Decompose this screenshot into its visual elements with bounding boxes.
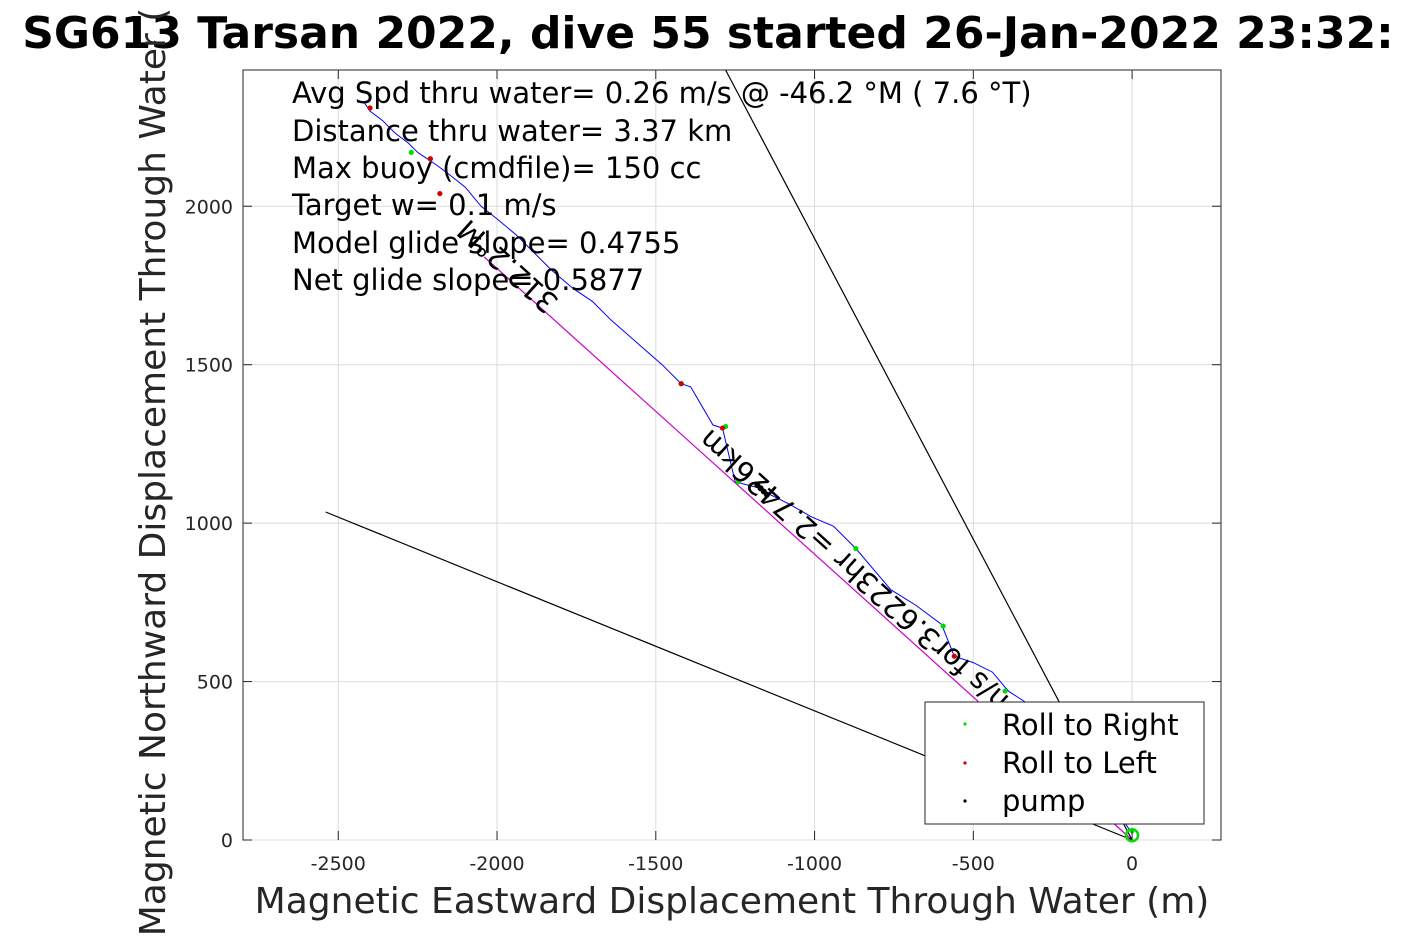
event-point-roll-left: [951, 653, 957, 659]
y-axis-label: Magnetic Northward Displacement Through …: [133, 8, 174, 937]
y-tick-label: 1500: [185, 355, 233, 377]
event-point-roll-right: [853, 545, 859, 552]
x-tick-label: -2500: [311, 853, 366, 875]
x-tick-label: 0: [1126, 853, 1138, 875]
chart-title: SG613 Tarsan 2022, dive 55 started 26-Ja…: [22, 8, 1394, 59]
annotation-net-glide: Net glide slope= 0.5877: [292, 263, 644, 297]
event-point-roll-right: [735, 479, 741, 485]
annotation-model-glide: Model glide slope= 0.4755: [292, 226, 680, 260]
legend-marker-pump: [963, 799, 967, 803]
x-tick-label: -1000: [787, 853, 842, 875]
event-point-roll-left: [367, 105, 373, 111]
annotation-avg-speed: Avg Spd thru water= 0.26 m/s @ -46.2 °M …: [292, 76, 1032, 110]
event-point-roll-right: [1002, 688, 1008, 694]
legend-marker-roll-left: [963, 761, 967, 765]
legend-box: [924, 701, 1205, 825]
annotation-max-buoy: Max buoy (cmdfile)= 150 cc: [292, 151, 701, 185]
annotation-target-w: Target w= 0.1 m/s: [291, 188, 557, 222]
x-tick-label: -500: [952, 853, 995, 875]
event-point-roll-left: [437, 190, 443, 197]
legend-label-pump: pump: [1002, 784, 1085, 818]
event-markers: [367, 105, 1140, 843]
x-tick-label: -1500: [628, 853, 683, 875]
event-point-roll-right: [408, 149, 414, 155]
y-tick-label: 1000: [185, 513, 233, 535]
x-tick-label: -2000: [469, 853, 524, 875]
x-axis-ticks: -2500 -2000 -1500 -1000 -500 0: [311, 70, 1138, 875]
x-axis-label: Magnetic Eastward Displacement Through W…: [255, 881, 1210, 922]
y-tick-label: 2000: [185, 196, 233, 218]
event-point-roll-left: [678, 381, 684, 387]
legend-marker-roll-right: [963, 722, 967, 726]
start-marker: [1124, 827, 1140, 843]
annotation-distance: Distance thru water= 3.37 km: [292, 114, 732, 148]
event-point-roll-right: [940, 623, 946, 629]
series-line-track: [363, 101, 1133, 834]
stats-annotations: Avg Spd thru water= 0.26 m/s @ -46.2 °M …: [291, 76, 1032, 297]
y-axis-ticks: 0 500 1000 1500 2000: [185, 196, 1221, 852]
legend: Roll to Right Roll to Left pump: [924, 701, 1205, 825]
y-tick-label: 0: [221, 830, 233, 852]
event-point-roll-left: [719, 425, 726, 431]
event-point-roll-left: [427, 156, 433, 162]
legend-label-roll-right: Roll to Right: [1002, 708, 1179, 742]
y-tick-label: 500: [197, 672, 233, 694]
event-point-pump: [763, 491, 770, 498]
legend-label-roll-left: Roll to Left: [1002, 746, 1157, 780]
